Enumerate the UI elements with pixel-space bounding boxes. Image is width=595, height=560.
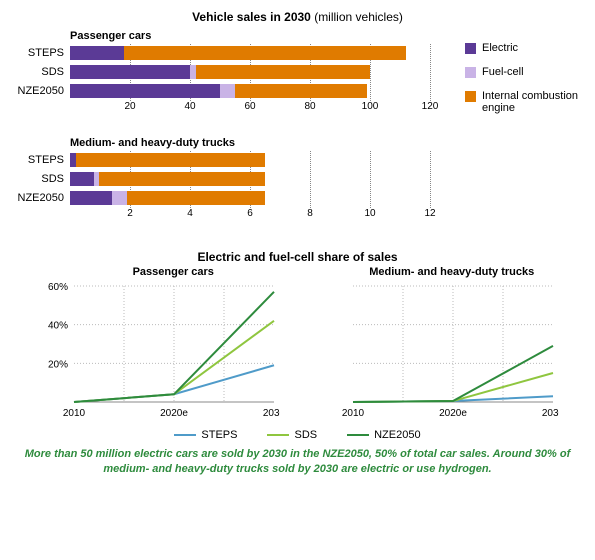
- axis-tick: 8: [300, 208, 320, 219]
- bar-track: [70, 191, 465, 205]
- line-chart: Medium- and heavy-duty trucks20102020e20…: [319, 266, 586, 425]
- footnote-text: More than 50 million electric cars are s…: [10, 447, 585, 477]
- bar-subtitle: Medium- and heavy-duty trucks: [70, 137, 465, 149]
- legend-item: Internal combustion engine: [465, 90, 585, 114]
- bar-segment: [70, 191, 112, 205]
- line-legend-item: STEPS: [174, 429, 237, 441]
- legend-swatch: [465, 67, 476, 78]
- axis-tick: 12: [420, 208, 440, 219]
- bar-row: SDS: [10, 170, 465, 188]
- bar-plot: STEPS SDS NZE2050: [10, 44, 465, 101]
- bar-track: [70, 84, 465, 98]
- svg-text:2010: 2010: [63, 408, 86, 419]
- svg-text:2020e: 2020e: [160, 408, 188, 419]
- bar-row-label: SDS: [10, 66, 70, 78]
- line-legend-swatch: [347, 434, 369, 436]
- bar-row-label: STEPS: [10, 47, 70, 59]
- svg-text:20%: 20%: [48, 359, 68, 370]
- section2-title: Electric and fuel-cell share of sales: [10, 250, 585, 264]
- bar-chart: Medium- and heavy-duty trucksSTEPS SDS NZE…: [10, 137, 465, 236]
- axis-tick: 2: [120, 208, 140, 219]
- bar-chart: Passenger carsSTEPS SDS NZE2050 20 40 60 80 100…: [10, 30, 465, 129]
- legend-item: Fuel-cell: [465, 66, 585, 78]
- bar-segment: [70, 65, 190, 79]
- bar-segment: [220, 84, 235, 98]
- bar-row: NZE2050: [10, 189, 465, 207]
- svg-text:60%: 60%: [48, 282, 68, 293]
- bar-row: NZE2050: [10, 82, 465, 100]
- legend-item: Electric: [465, 42, 585, 54]
- axis-tick: 60: [240, 101, 260, 112]
- bar-segment: [196, 65, 370, 79]
- main-title-paren: (million vehicles): [311, 10, 403, 24]
- bar-segment: [127, 191, 265, 205]
- bar-row-label: NZE2050: [10, 85, 70, 97]
- axis-tick: 6: [240, 208, 260, 219]
- bar-row: SDS: [10, 63, 465, 81]
- svg-text:2030: 2030: [541, 408, 558, 419]
- line-svg: 20% 40% 60% 2010 2020e 2030: [40, 280, 280, 420]
- line-legend-item: NZE2050: [347, 429, 420, 441]
- bar-segment: [235, 84, 367, 98]
- svg-text:40%: 40%: [48, 321, 68, 332]
- line-legend-label: SDS: [294, 429, 317, 441]
- bar-row: STEPS: [10, 151, 465, 169]
- bar-axis: 24681012: [70, 208, 430, 236]
- bar-row-label: STEPS: [10, 154, 70, 166]
- legend-label: Electric: [482, 42, 518, 54]
- bar-axis: 20406080100120: [70, 101, 430, 129]
- legend-swatch: [465, 43, 476, 54]
- bar-track: [70, 65, 465, 79]
- bar-segment: [124, 46, 406, 60]
- axis-tick: 10: [360, 208, 380, 219]
- bar-plot: STEPS SDS NZE2050: [10, 151, 465, 208]
- bar-segment: [99, 172, 266, 186]
- legend-label: Fuel-cell: [482, 66, 524, 78]
- bar-row-label: SDS: [10, 173, 70, 185]
- legend-swatch: [465, 91, 476, 102]
- axis-tick: 40: [180, 101, 200, 112]
- main-title: Vehicle sales in 2030 (million vehicles): [10, 10, 585, 24]
- bar-segment: [70, 46, 124, 60]
- bar-track: [70, 46, 465, 60]
- bar-track: [70, 153, 465, 167]
- line-legend-item: SDS: [267, 429, 317, 441]
- bar-segment: [70, 84, 220, 98]
- bar-section: Passenger carsSTEPSSDSNZE205020406080100…: [10, 30, 585, 244]
- bar-segment: [112, 191, 127, 205]
- line-legend-swatch: [174, 434, 196, 436]
- line-legend: STEPS SDS NZE2050: [10, 429, 585, 441]
- axis-tick: 120: [420, 101, 440, 112]
- bar-row-label: NZE2050: [10, 192, 70, 204]
- bar-subtitle: Passenger cars: [70, 30, 465, 42]
- svg-text:2030: 2030: [263, 408, 280, 419]
- axis-tick: 20: [120, 101, 140, 112]
- line-section: Passenger cars 20% 40% 60% 2010 2020e 2030 Medi…: [10, 266, 585, 425]
- bar-segment: [76, 153, 265, 167]
- bar-legend: Electric Fuel-cell Internal combustion eng…: [465, 30, 585, 244]
- bar-row: STEPS: [10, 44, 465, 62]
- main-title-text: Vehicle sales in 2030: [192, 10, 311, 24]
- line-chart: Passenger cars 20% 40% 60% 2010 2020e 2030: [40, 266, 307, 425]
- axis-tick: 80: [300, 101, 320, 112]
- axis-tick: 100: [360, 101, 380, 112]
- svg-text:2020e: 2020e: [439, 408, 467, 419]
- line-subtitle: Passenger cars: [40, 266, 307, 278]
- axis-tick: 4: [180, 208, 200, 219]
- line-subtitle: Medium- and heavy-duty trucks: [319, 266, 586, 278]
- line-legend-label: STEPS: [201, 429, 237, 441]
- line-legend-swatch: [267, 434, 289, 436]
- bar-track: [70, 172, 465, 186]
- line-legend-label: NZE2050: [374, 429, 420, 441]
- line-svg: 2010 2020e 2030: [319, 280, 559, 420]
- legend-label: Internal combustion engine: [482, 90, 585, 114]
- bar-segment: [70, 172, 94, 186]
- svg-text:2010: 2010: [341, 408, 364, 419]
